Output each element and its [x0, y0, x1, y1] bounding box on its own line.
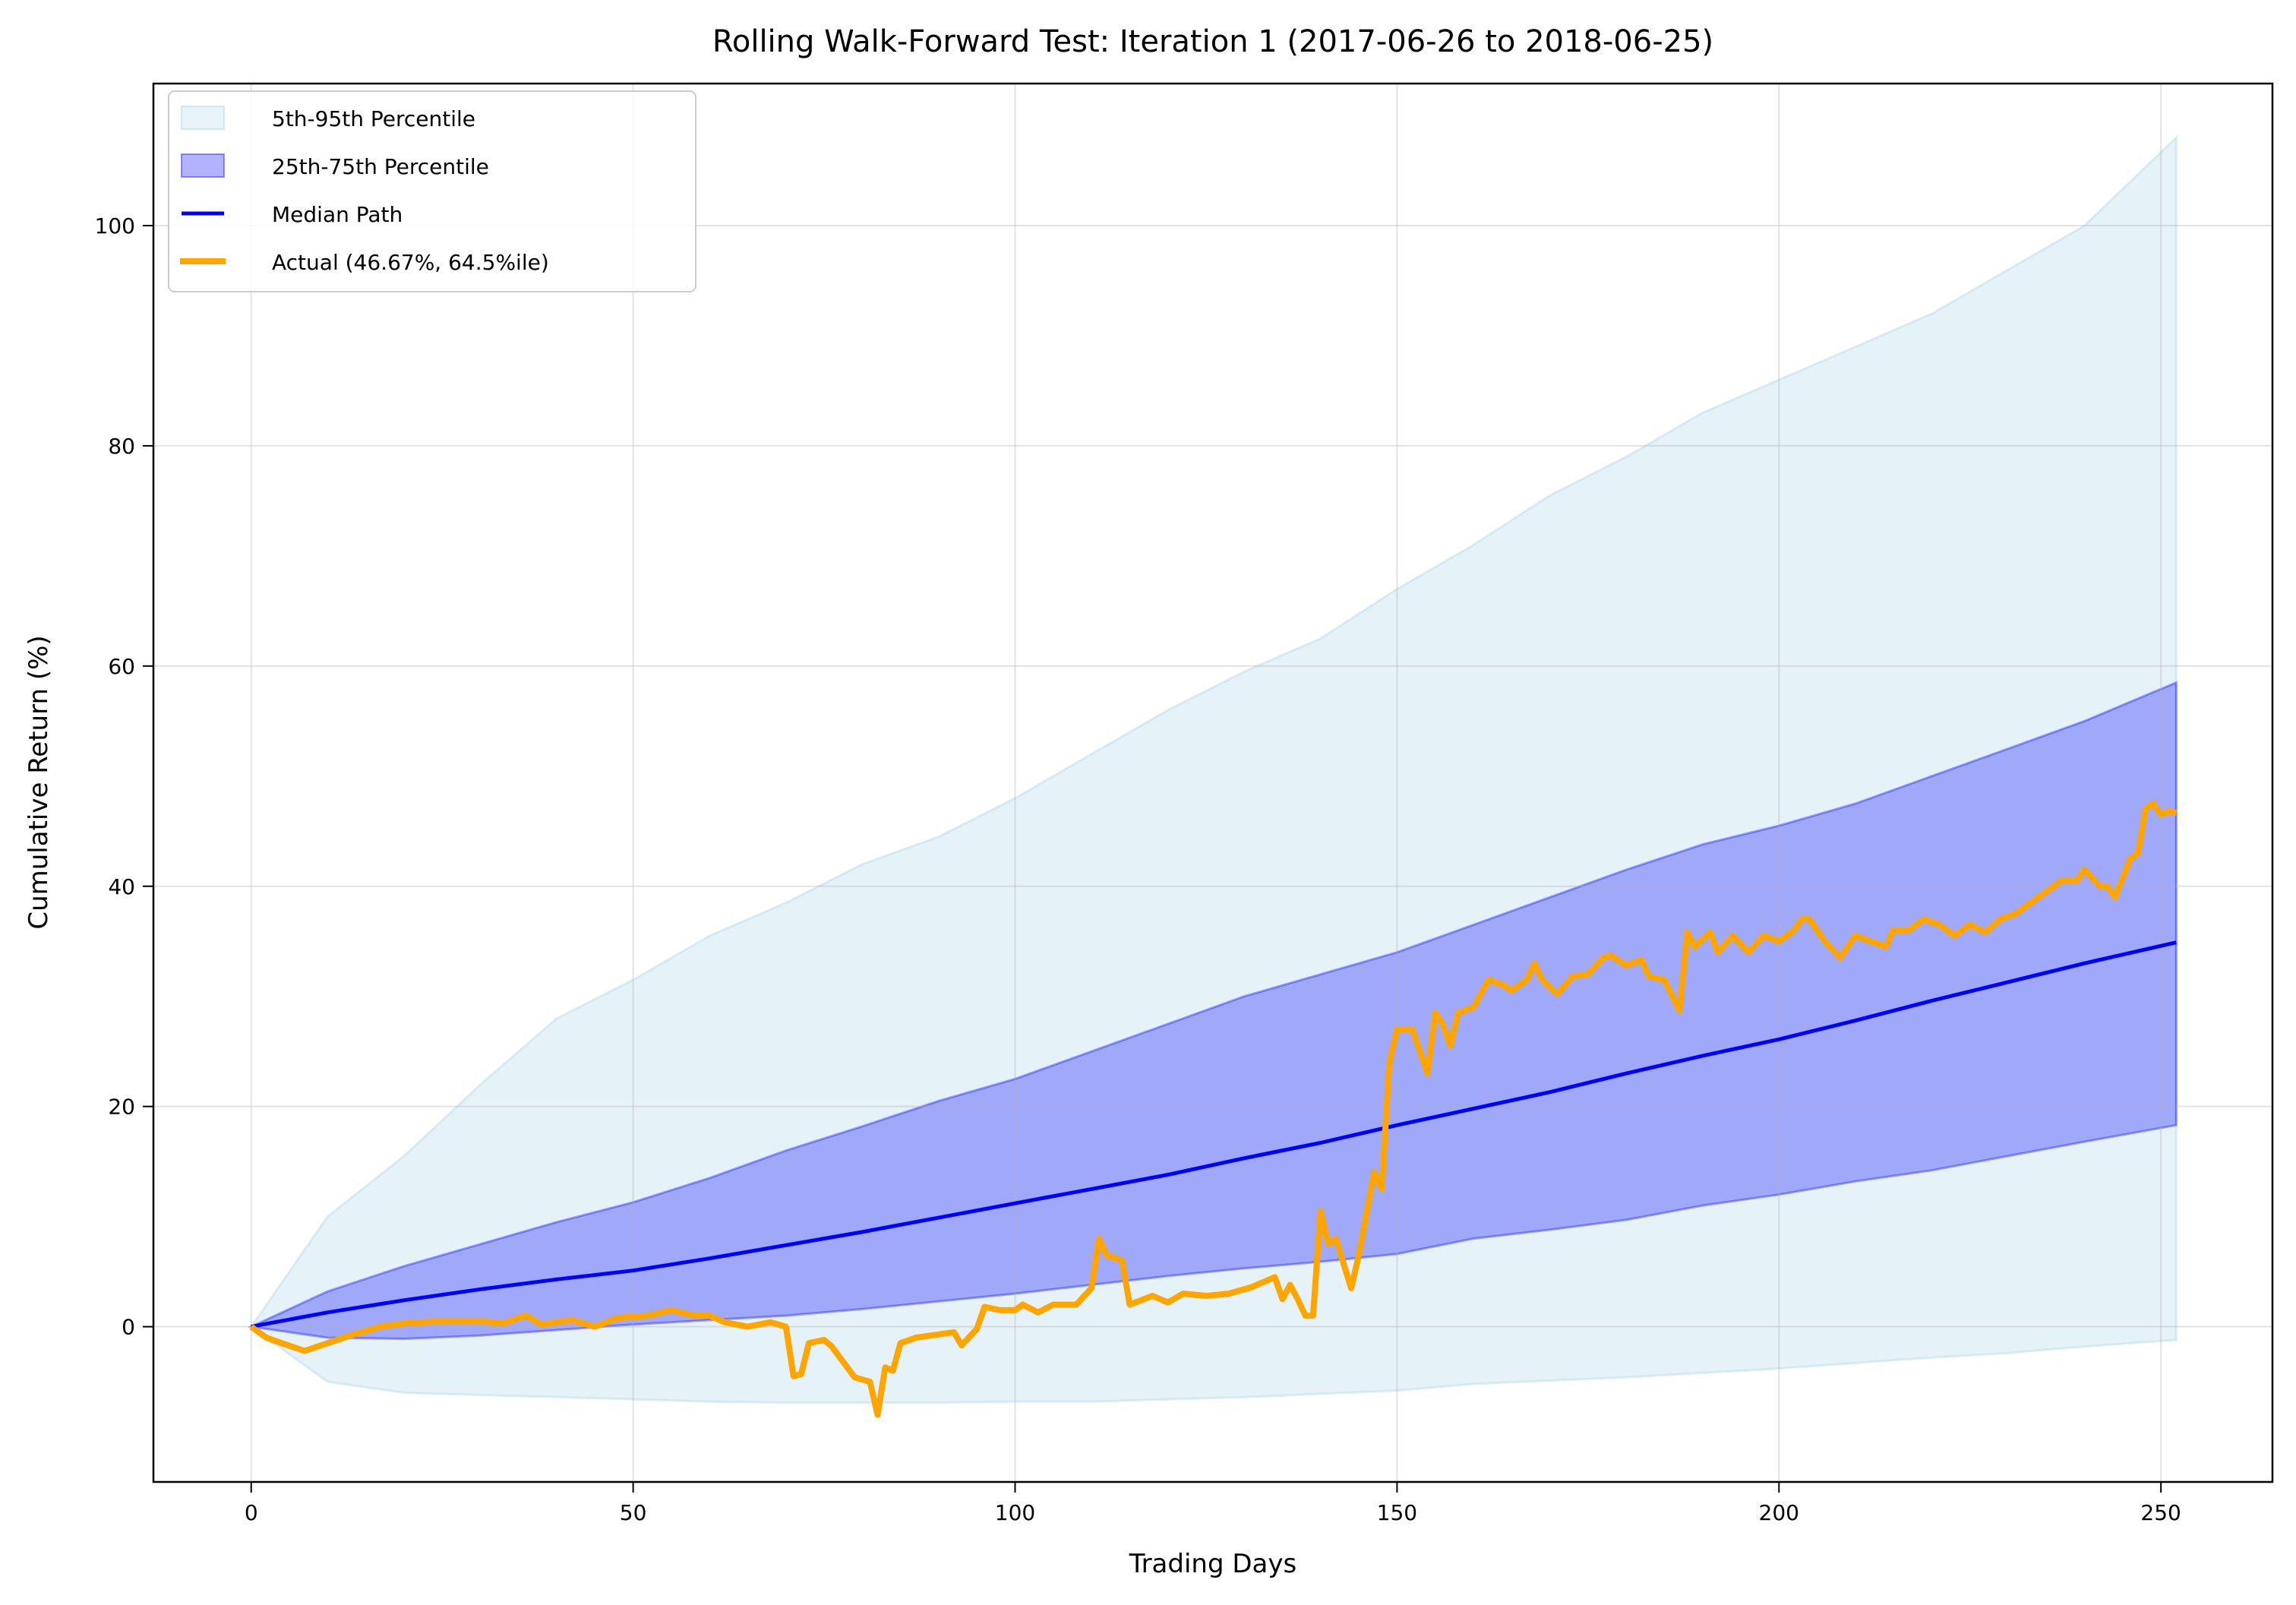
chart-title: Rolling Walk-Forward Test: Iteration 1 (…	[712, 24, 1713, 59]
band-25th-75th-percentile	[247, 681, 2178, 1341]
legend-swatch-25-75	[181, 153, 225, 178]
y-tick-label: 100	[95, 213, 135, 239]
y-tick-label: 0	[122, 1315, 135, 1340]
legend-label-5-95: 5th-95th Percentile	[272, 106, 475, 131]
legend: 5th-95th Percentile 25th-75th Percentile…	[168, 90, 696, 292]
y-tick-label: 40	[108, 874, 135, 899]
band-5th-95th-percentile	[249, 134, 2178, 1404]
x-tick-label: 250	[2140, 1500, 2181, 1525]
x-tick-label: 100	[995, 1500, 1035, 1525]
x-tick-label: 0	[245, 1500, 258, 1525]
median-path-line	[251, 940, 2177, 1329]
legend-label-actual: Actual (46.67%, 64.5%ile)	[272, 250, 549, 275]
y-axis-label: Cumulative Return (%)	[24, 635, 54, 929]
x-tick-label: 200	[1759, 1500, 1799, 1525]
x-tick-label: 50	[620, 1500, 647, 1525]
y-tick-label: 60	[108, 654, 135, 679]
axes-frame	[152, 82, 2274, 1483]
legend-label-25-75: 25th-75th Percentile	[272, 154, 489, 179]
legend-swatch-5-95	[181, 106, 225, 130]
y-tick-label: 20	[108, 1095, 135, 1120]
legend-box	[168, 90, 696, 292]
legend-label-median: Median Path	[272, 202, 403, 227]
x-tick-label: 150	[1377, 1500, 1417, 1525]
y-tick-label: 80	[108, 434, 135, 459]
actual-return-line	[249, 801, 2178, 1418]
plot-area: 0 50 100 150 200 250 0 20 40 60 80 100	[95, 82, 2274, 1525]
x-axis-label: Trading Days	[1129, 1549, 1296, 1579]
